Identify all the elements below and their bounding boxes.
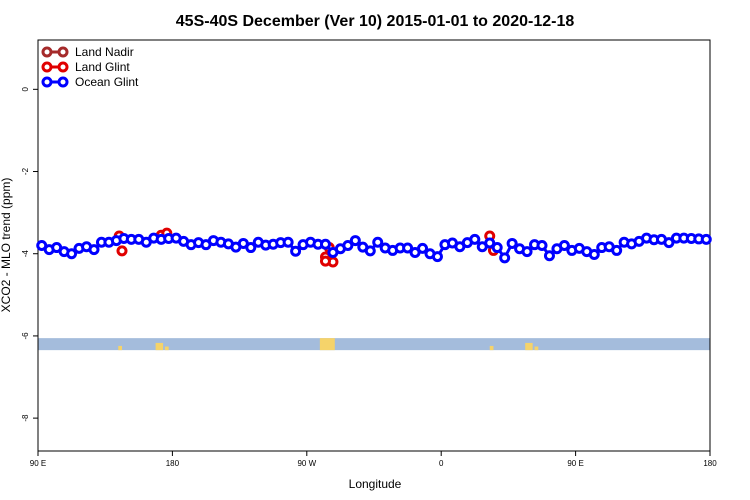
legend-label-ocean-glint: Ocean Glint	[75, 75, 139, 89]
data-point	[536, 240, 548, 251]
legend-swatch-marker-land-nadir-2	[57, 46, 69, 58]
land-patch	[118, 345, 122, 351]
chart-title: 45S-40S December (Ver 10) 2015-01-01 to …	[176, 13, 575, 30]
x-tick-label: 180	[703, 459, 717, 468]
y-axis: 0 -2 -4 -6 -8	[21, 87, 38, 422]
y-tick-label: 0	[21, 87, 30, 92]
legend-item-land-nadir: Land Nadir	[41, 45, 134, 59]
y-axis-label: XCO2 - MLO trend (ppm)	[0, 178, 13, 313]
legend-item-ocean-glint: Ocean Glint	[41, 75, 139, 89]
data-point	[245, 242, 257, 254]
data-point	[116, 245, 128, 257]
land-patch	[155, 342, 164, 351]
data-point	[506, 237, 518, 249]
data-point	[611, 244, 623, 256]
land-patch	[489, 345, 494, 351]
y-tick-label: -6	[21, 332, 30, 340]
data-point	[319, 255, 331, 267]
data-point	[319, 238, 331, 250]
data-point	[372, 236, 384, 248]
land-patch	[164, 346, 169, 351]
data-point	[521, 246, 533, 258]
legend-swatch-marker-land-glint-2	[57, 61, 69, 73]
data-point	[431, 251, 443, 263]
legend-swatch-marker-land-nadir	[41, 46, 53, 58]
x-tick-label: 90 W	[297, 459, 316, 468]
data-point	[499, 252, 511, 264]
data-point	[282, 236, 294, 248]
x-tick-label: 180	[166, 459, 180, 468]
x-axis-label: Longitude	[349, 477, 402, 491]
data-point	[484, 237, 496, 249]
series-ocean-glint	[36, 232, 712, 264]
data-point	[290, 245, 302, 257]
data-point	[663, 237, 675, 249]
x-tick-label: 0	[439, 459, 444, 468]
data-point	[700, 233, 712, 245]
y-tick-label: -8	[21, 414, 30, 422]
x-tick-label: 90 E	[567, 459, 583, 468]
data-point	[469, 233, 481, 245]
x-tick-label: 90 E	[30, 459, 46, 468]
y-tick-label: -2	[21, 167, 30, 175]
data-point	[558, 240, 570, 251]
x-axis: 90 E 180 90 W 0 90 E 180	[30, 451, 717, 468]
data-point	[364, 245, 376, 257]
data-point	[543, 250, 555, 262]
data-point	[402, 242, 414, 254]
legend-swatch-marker-ocean-glint	[41, 76, 53, 88]
data-point	[588, 249, 600, 261]
y-tick-label: -4	[21, 250, 30, 258]
land-patch	[525, 342, 533, 351]
legend: Land Nadir Land Glint Ocean Glint	[41, 45, 139, 89]
land-patch	[319, 338, 335, 351]
legend-swatch-marker-land-glint	[41, 61, 53, 73]
data-point	[66, 248, 78, 260]
legend-swatch-marker-ocean-glint-2	[57, 76, 69, 88]
data-point	[342, 240, 354, 251]
legend-label-land-nadir: Land Nadir	[75, 45, 134, 59]
land-patch	[534, 346, 539, 351]
data-point	[349, 235, 361, 247]
data-point	[491, 242, 503, 254]
legend-label-land-glint: Land Glint	[75, 60, 130, 74]
series-group	[36, 227, 712, 268]
ocean-band	[38, 338, 710, 351]
legend-item-land-glint: Land Glint	[41, 60, 130, 74]
data-point	[88, 244, 100, 256]
data-point	[417, 242, 429, 254]
land-ocean-band	[38, 338, 710, 351]
